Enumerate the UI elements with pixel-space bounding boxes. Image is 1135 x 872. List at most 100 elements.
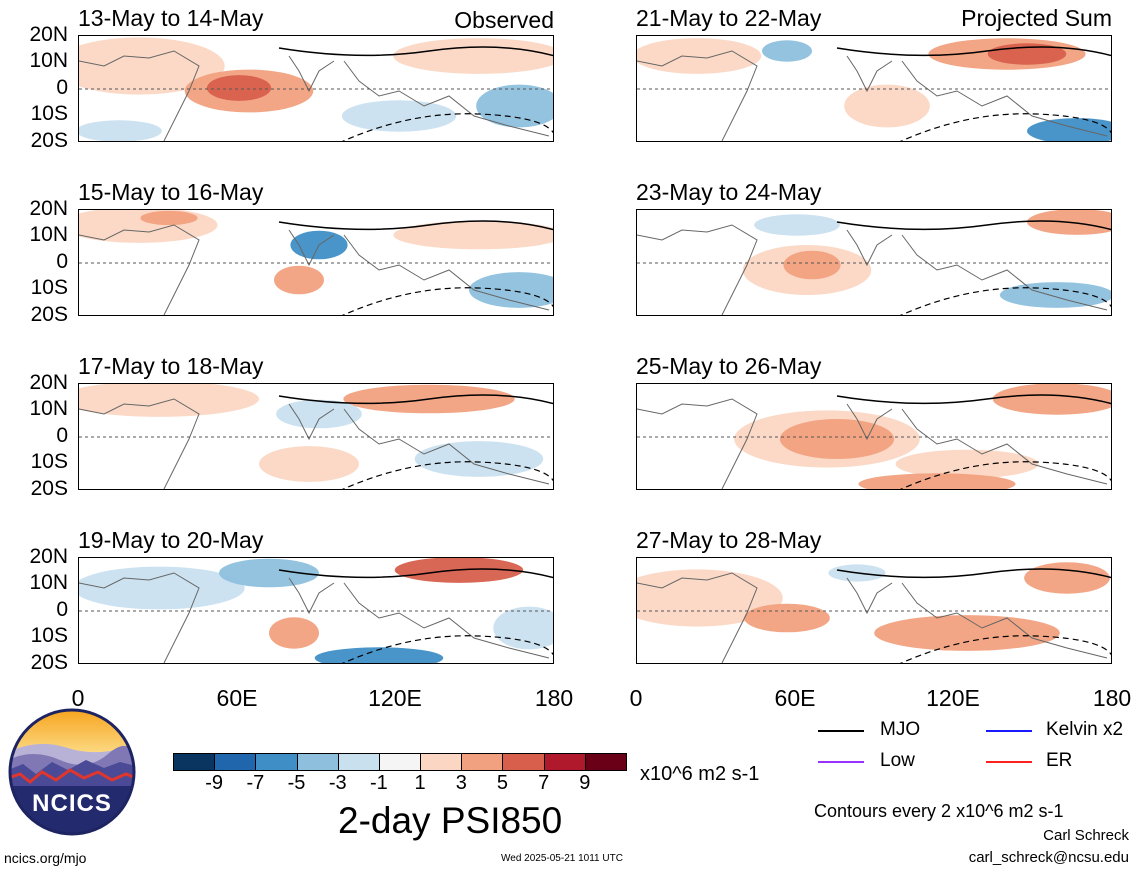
map-panel-8 <box>636 557 1112 664</box>
anomaly-shading <box>341 100 457 132</box>
anomaly-shading <box>844 84 930 128</box>
footer-url[interactable]: ncics.org/mjo <box>4 850 87 866</box>
map-panel-1 <box>78 35 554 142</box>
mjo-contour-negative <box>900 635 1111 663</box>
anomaly-shading <box>1027 118 1111 141</box>
colorbar-swatch <box>543 753 586 771</box>
coastline <box>79 572 550 663</box>
panel-title-2: 21-May to 22-May <box>636 5 822 31</box>
anomaly-shading <box>140 210 198 226</box>
legend-line-low <box>818 761 864 763</box>
footer-email[interactable]: carl_schreck@ncsu.edu <box>968 849 1129 866</box>
anomaly-shading <box>762 40 812 62</box>
coastline <box>637 572 1108 663</box>
colorbar-units: x10^6 m2 s-1 <box>640 763 760 785</box>
colorbar-tick-label: -5 <box>287 772 306 794</box>
coastline <box>79 224 550 315</box>
y-label-3-3: 10S <box>30 450 68 473</box>
anomaly-shading <box>414 441 544 477</box>
anomaly-field <box>637 210 1111 315</box>
colorbar-tick-label: 7 <box>538 772 550 794</box>
y-label-1-1: 10N <box>29 49 68 72</box>
mjo-contour <box>836 394 1111 405</box>
anomaly-shading <box>79 120 162 141</box>
anomaly-shading <box>895 449 1039 479</box>
anomaly-shading <box>476 84 553 128</box>
colorbar-tick-label: 5 <box>496 772 509 794</box>
mjo-contour-negative <box>342 461 553 489</box>
anomaly-field <box>79 37 553 141</box>
coastline <box>637 224 1108 315</box>
colorbar-swatch <box>378 753 422 771</box>
legend-label-er: ER <box>1046 750 1073 771</box>
x-label-right-0: 0 <box>629 685 643 711</box>
colorbar-tick-label: -7 <box>246 772 265 794</box>
map-panel-3 <box>78 209 554 316</box>
mjo-contour <box>278 568 553 579</box>
legend-line-mjo <box>818 730 864 732</box>
anomaly-shading <box>259 446 359 482</box>
anomaly-shading <box>999 282 1111 308</box>
y-label-2-4: 20S <box>30 303 68 326</box>
y-label-1-3: 10S <box>30 102 68 125</box>
coastline <box>79 398 550 489</box>
anomaly-shading <box>274 265 324 295</box>
map-panel-2 <box>636 35 1112 142</box>
mjo-contour-negative <box>342 113 553 141</box>
panel-title-1: 13-May to 14-May <box>78 5 264 31</box>
panel-tag-projected: Projected Sum <box>961 5 1112 31</box>
anomaly-shading <box>744 603 830 633</box>
anomaly-shading <box>858 473 1016 489</box>
y-label-3-1: 10N <box>29 397 68 420</box>
colorbar-tick-label: 9 <box>579 772 591 794</box>
legend-label-kelvin: Kelvin x2 <box>1046 719 1124 740</box>
mjo-contour <box>278 394 553 405</box>
colorbar-swatch <box>214 753 257 771</box>
mjo-contour-negative <box>900 113 1111 141</box>
colorbar-tick-label: -1 <box>370 772 388 794</box>
colorbar-tick-label: -9 <box>205 772 224 794</box>
colorbar-swatch <box>461 753 504 771</box>
anomaly-shading <box>779 419 895 459</box>
y-label-3-0: 20N <box>29 371 68 394</box>
x-label-left-60e: 60E <box>216 685 258 711</box>
anomaly-field <box>79 558 553 663</box>
x-label-left-120e: 120E <box>368 685 422 711</box>
coastline <box>637 398 1108 489</box>
x-label-right-180: 180 <box>1092 685 1132 711</box>
anomaly-shading <box>783 250 841 280</box>
anomaly-shading <box>219 558 319 588</box>
anomaly-field <box>637 38 1111 141</box>
footer-author: Carl Schreck <box>1043 827 1129 844</box>
x-label-left-180: 180 <box>534 685 574 711</box>
anomaly-shading <box>276 399 362 429</box>
colorbar <box>173 753 627 771</box>
anomaly-shading <box>637 569 783 627</box>
panel-title-4: 23-May to 24-May <box>636 179 822 205</box>
colorbar-tick-label: 1 <box>414 772 426 794</box>
panel-title-3: 15-May to 16-May <box>78 179 264 205</box>
panel-title-5: 17-May to 18-May <box>78 353 264 379</box>
footer-timestamp: Wed 2025-05-21 1011 UTC <box>501 853 623 864</box>
coastline <box>637 50 1108 141</box>
x-label-right-60e: 60E <box>774 685 816 711</box>
panel-title-8: 27-May to 28-May <box>636 527 822 553</box>
logo-text: NCICS <box>32 790 112 817</box>
y-label-2-3: 10S <box>30 276 68 299</box>
anomaly-shading <box>393 220 553 250</box>
y-label-1-2: 0 <box>56 76 68 99</box>
map-panel-5 <box>78 383 554 490</box>
anomaly-shading <box>79 566 245 610</box>
map-panel-7 <box>78 557 554 664</box>
y-label-3-2: 0 <box>56 424 68 447</box>
chart-title: 2-day PSI850 <box>338 800 563 841</box>
x-label-right-120e: 120E <box>926 685 980 711</box>
colorbar-swatch <box>296 753 339 771</box>
y-label-4-4: 20S <box>30 651 68 674</box>
mjo-contour <box>278 220 553 231</box>
anomaly-shading <box>1024 562 1110 594</box>
mjo-contour <box>836 220 1111 231</box>
mjo-contour-negative <box>900 287 1111 315</box>
legend-line-er <box>986 761 1032 763</box>
panel-title-7: 19-May to 20-May <box>78 527 264 553</box>
